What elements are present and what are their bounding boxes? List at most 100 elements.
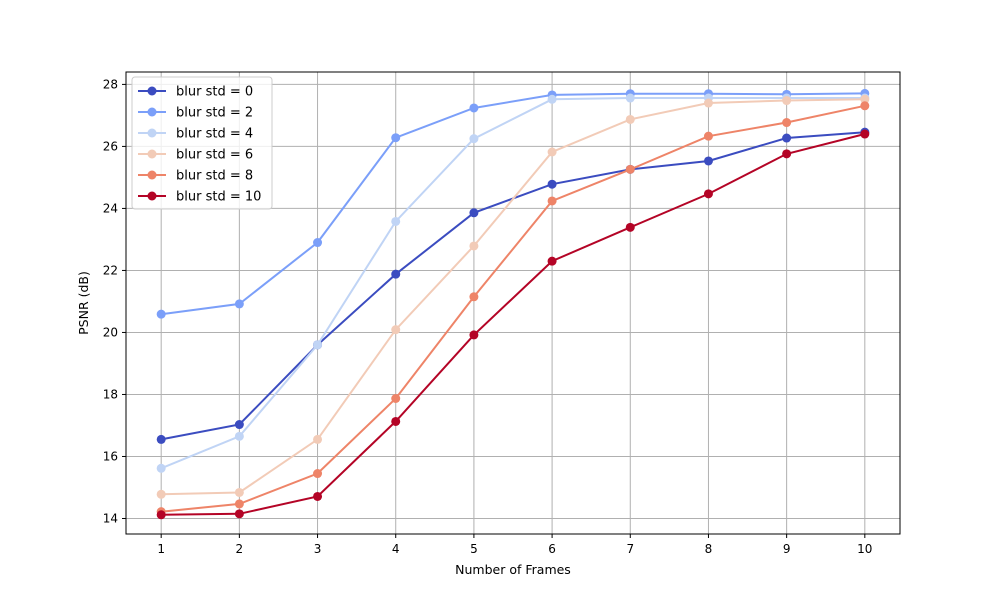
data-point — [547, 147, 557, 157]
x-tick-label: 7 — [626, 542, 634, 556]
data-point — [469, 330, 479, 340]
data-point — [234, 299, 244, 309]
data-point — [234, 420, 244, 430]
legend-item: blur std = 6 — [138, 148, 253, 163]
legend-item: blur std = 8 — [138, 169, 253, 184]
axis-ticks: 1 2 3 4 5 6 7 8 9 10 14 16 18 20 22 24 26 28 — [103, 77, 873, 556]
data-point — [391, 416, 401, 426]
data-point — [782, 149, 792, 159]
data-point — [625, 114, 635, 124]
series-3 — [156, 94, 870, 499]
legend-label: blur std = 8 — [176, 169, 253, 184]
data-point — [547, 94, 557, 104]
series-line — [161, 104, 866, 513]
legend-marker — [147, 149, 157, 159]
data-point — [156, 434, 166, 444]
legend-item: blur std = 4 — [138, 127, 253, 142]
data-point — [625, 222, 635, 232]
data-point — [469, 241, 479, 251]
x-tick-label: 10 — [857, 542, 872, 556]
x-tick-label: 3 — [314, 542, 322, 556]
legend-item: blur std = 0 — [138, 85, 253, 100]
y-axis-label: PSNR (dB) — [76, 271, 91, 335]
y-tick-label: 20 — [103, 325, 118, 339]
data-point — [703, 131, 713, 141]
y-tick-label: 18 — [103, 387, 118, 401]
x-tick-label: 8 — [705, 542, 713, 556]
data-point — [860, 94, 870, 104]
data-point — [625, 93, 635, 103]
series-5 — [156, 129, 870, 520]
data-point — [234, 431, 244, 441]
x-tick-label: 6 — [548, 542, 556, 556]
legend-label: blur std = 6 — [176, 148, 253, 163]
legend-marker — [147, 191, 157, 201]
data-point — [782, 96, 792, 106]
legend: blur std = 0 blur std = 2 blur std = 4 blur… — [131, 76, 273, 210]
x-axis-label: Number of Frames — [455, 562, 571, 577]
data-point — [547, 196, 557, 206]
series-line — [161, 92, 865, 316]
data-point — [547, 179, 557, 189]
data-point — [469, 292, 479, 302]
data-point — [469, 134, 479, 144]
data-point — [234, 499, 244, 509]
legend-item: blur std = 2 — [138, 106, 253, 121]
data-point — [234, 509, 244, 519]
legend-label: blur std = 10 — [176, 190, 261, 205]
y-tick-label: 26 — [103, 139, 118, 153]
x-tick-label: 1 — [157, 542, 165, 556]
data-point — [860, 129, 870, 139]
data-point — [313, 340, 323, 350]
data-point — [547, 256, 557, 266]
legend-label: blur std = 4 — [176, 127, 253, 142]
y-tick-label: 16 — [103, 449, 118, 463]
y-tick-label: 14 — [103, 511, 118, 525]
y-tick-label: 22 — [103, 263, 118, 277]
data-point — [703, 156, 713, 166]
data-point — [156, 463, 166, 473]
series-layer — [156, 88, 870, 520]
data-point — [391, 133, 401, 143]
data-point — [156, 489, 166, 499]
legend-marker — [147, 86, 157, 96]
data-point — [782, 133, 792, 143]
data-point — [156, 510, 166, 520]
data-point — [391, 216, 401, 226]
plot-frame — [125, 71, 901, 535]
series-line — [160, 97, 865, 470]
legend-label: blur std = 0 — [176, 85, 253, 100]
legend-marker — [147, 170, 157, 180]
data-point — [313, 469, 323, 479]
x-tick-label: 2 — [236, 542, 244, 556]
data-point — [313, 434, 323, 444]
data-point — [625, 164, 635, 174]
legend-box — [131, 76, 273, 210]
data-point — [313, 491, 323, 501]
data-point — [469, 103, 479, 113]
x-tick-label: 9 — [783, 542, 791, 556]
legend-marker — [147, 128, 157, 138]
data-point — [782, 118, 792, 128]
data-point — [703, 189, 713, 199]
data-point — [234, 487, 244, 497]
data-point — [391, 325, 401, 335]
legend-label: blur std = 2 — [176, 106, 253, 121]
legend-marker — [147, 107, 157, 117]
data-point — [156, 309, 166, 319]
data-point — [313, 238, 323, 248]
y-tick-label: 24 — [103, 201, 118, 215]
data-point — [860, 101, 870, 111]
data-point — [391, 269, 401, 279]
series-line — [161, 98, 865, 496]
y-tick-label: 28 — [103, 77, 118, 91]
data-point — [703, 98, 713, 108]
x-tick-label: 4 — [392, 542, 400, 556]
data-point — [469, 208, 479, 218]
series-4 — [156, 101, 870, 517]
legend-item: blur std = 10 — [138, 190, 261, 205]
data-point — [391, 394, 401, 404]
x-tick-label: 5 — [470, 542, 478, 556]
series-line — [161, 133, 866, 516]
